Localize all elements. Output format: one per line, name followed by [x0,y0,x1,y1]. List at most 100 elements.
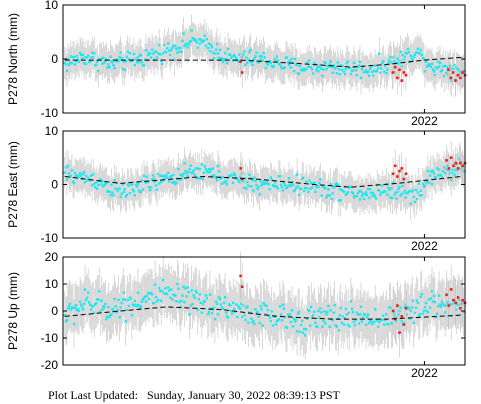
data-point [462,169,465,173]
data-point [177,46,180,50]
data-point [117,298,120,302]
data-point [121,298,124,301]
data-point [217,170,221,173]
data-point [201,177,204,181]
data-point [173,58,176,61]
data-point [381,62,384,65]
data-point [417,182,420,185]
data-point [307,308,310,311]
recent-point [398,68,401,72]
data-point [297,72,301,75]
data-point [199,38,202,41]
data-point [233,53,236,57]
recent-point [454,79,457,82]
data-point [453,63,456,67]
data-point [175,47,178,51]
data-point [371,195,374,198]
chart-panel-3: -20 -10 0 10 20 2022 P278 Up (mm) [6,250,467,380]
data-point [167,286,170,289]
data-point [145,175,149,178]
data-point [74,60,78,63]
data-point [95,63,98,67]
data-point [276,59,279,62]
data-point [327,65,330,68]
data-point [293,57,297,61]
data-point [353,324,357,327]
data-point [148,189,152,192]
data-point [124,320,127,323]
data-point [393,193,396,196]
trend-line [64,306,462,320]
data-point [436,60,440,63]
data-point [121,67,124,71]
data-point [314,190,317,193]
data-point [413,200,416,204]
data-point [184,169,187,173]
data-point [265,181,268,184]
recent-point [402,177,406,181]
data-point [372,191,375,194]
data-point [248,51,251,54]
data-point [399,194,402,197]
data-point [287,177,291,180]
data-point [311,186,314,189]
data-point [423,305,427,309]
data-point [444,172,447,175]
data-point [326,310,329,314]
data-point [160,59,163,62]
data-point [354,69,358,72]
data-point [65,178,69,181]
data-point [226,47,230,51]
data-point [334,324,337,327]
data-point [343,72,346,76]
data-point [78,300,82,303]
data-point [109,55,112,58]
data-point [172,44,175,47]
data-point [285,186,289,190]
data-point [179,46,182,50]
data-point [283,184,287,187]
data-point [64,320,68,323]
data-point [194,39,197,42]
data-point [197,38,200,41]
data-point [272,185,275,188]
data-point [140,179,144,182]
data-point [371,323,374,326]
data-point [420,293,423,296]
data-point [125,193,128,196]
data-point [363,193,367,196]
data-point [383,70,386,73]
data-point [220,182,224,185]
data-point [221,307,225,310]
data-point [67,63,71,66]
data-point [187,43,190,46]
data-point [310,66,313,69]
data-point [159,289,162,293]
data-point [439,305,443,308]
data-point [415,198,418,201]
data-point [171,46,174,50]
data-point [372,74,375,77]
data-point [116,308,119,312]
data-point [337,68,340,71]
data-point [188,313,191,316]
data-point [201,40,204,44]
data-point [181,39,184,43]
data-point [181,294,184,297]
data-point [359,190,363,193]
data-point [433,300,437,304]
data-point [210,312,214,315]
data-point [308,59,311,62]
data-point [392,55,395,59]
data-point [183,301,186,304]
data-point [115,60,118,63]
data-point [110,183,113,186]
data-point [369,320,373,323]
data-point [458,299,461,302]
data-point [94,186,97,189]
data-point [281,303,285,307]
data-point [420,194,423,197]
data-point [316,66,319,69]
data-point [261,182,264,185]
data-point [202,171,205,175]
